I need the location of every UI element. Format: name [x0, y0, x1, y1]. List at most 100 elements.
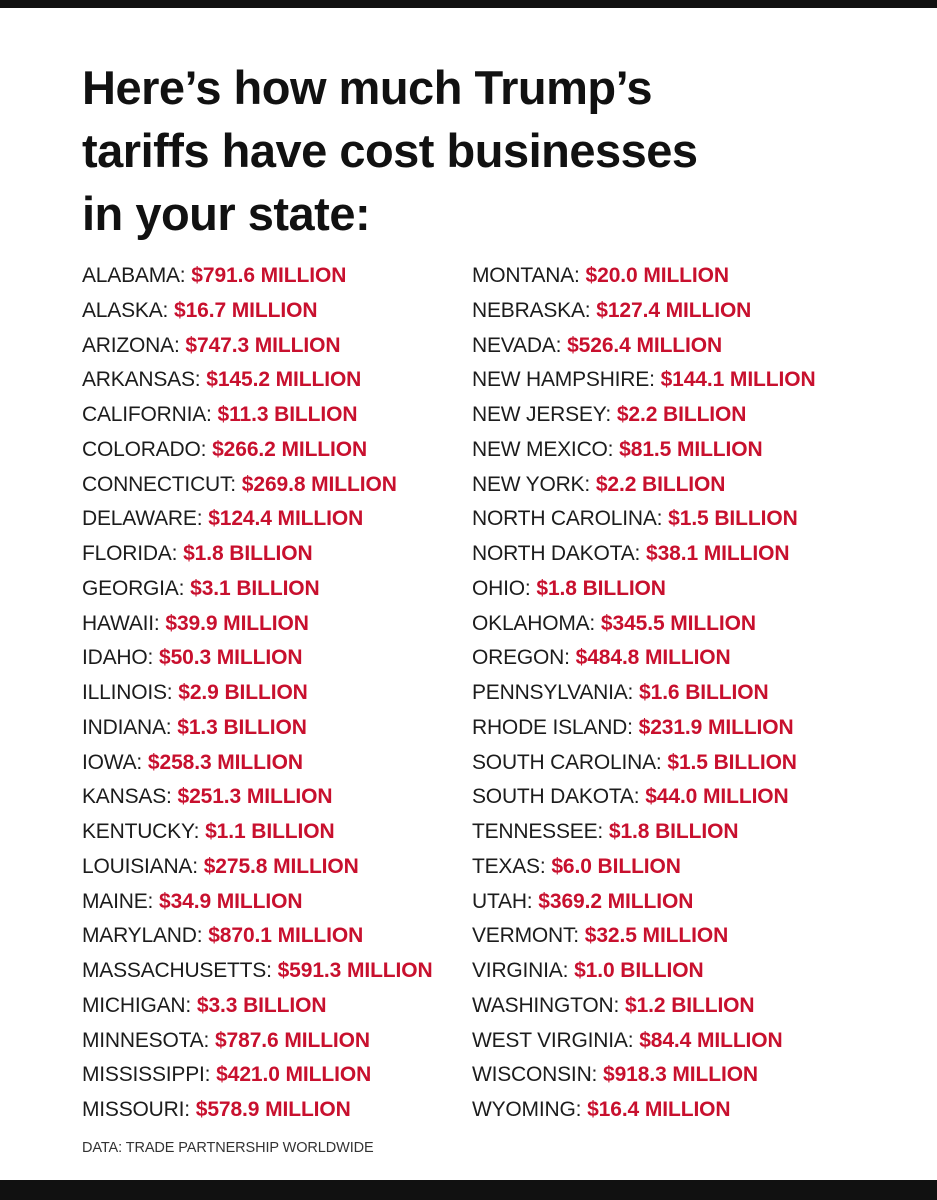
- state-row: KANSAS: $251.3 MILLION: [82, 780, 433, 815]
- state-row: MAINE: $34.9 MILLION: [82, 885, 433, 920]
- state-name: SOUTH CAROLINA:: [472, 750, 662, 774]
- tariff-cost-amount: $1.3 BILLION: [177, 715, 307, 739]
- state-name: VIRGINIA:: [472, 959, 569, 982]
- state-row: ARKANSAS: $145.2 MILLION: [82, 363, 433, 398]
- tariff-cost-amount: $32.5 MILLION: [584, 924, 729, 948]
- tariff-cost-amount: $124.4 MILLION: [208, 507, 364, 531]
- state-name: IDAHO:: [82, 646, 154, 670]
- top-border-bar: [0, 0, 937, 8]
- tariff-cost-amount: $1.2 BILLION: [624, 993, 755, 1017]
- data-source-credit: DATA: TRADE PARTNERSHIP WORLDWIDE: [82, 1140, 374, 1156]
- tariff-cost-amount: $275.8 MILLION: [203, 854, 359, 878]
- state-row: NORTH DAKOTA: $38.1 MILLION: [472, 537, 816, 572]
- tariff-cost-amount: $38.1 MILLION: [645, 542, 790, 565]
- state-row: COLORADO: $266.2 MILLION: [82, 433, 433, 468]
- tariff-cost-amount: $50.3 MILLION: [159, 646, 303, 670]
- tariff-cost-amount: $591.3 MILLION: [277, 959, 433, 982]
- tariff-cost-amount: $6.0 BILLION: [551, 854, 681, 878]
- headline: Here’s how much Trump’s tariffs have cos…: [82, 56, 882, 245]
- state-row: MISSOURI: $578.9 MILLION: [82, 1093, 433, 1128]
- state-name: TENNESSEE:: [472, 820, 604, 843]
- state-name: PENNSYLVANIA:: [472, 681, 634, 704]
- tariff-cost-amount: $526.4 MILLION: [567, 333, 723, 357]
- state-row: WASHINGTON: $1.2 BILLION: [472, 989, 816, 1024]
- state-name: SOUTH DAKOTA:: [472, 785, 640, 809]
- state-row: FLORIDA: $1.8 BILLION: [82, 537, 433, 572]
- state-row: MICHIGAN: $3.3 BILLION: [82, 989, 433, 1024]
- state-row: MISSISSIPPI: $421.0 MILLION: [82, 1058, 433, 1093]
- state-name: IOWA:: [82, 750, 143, 774]
- state-name: ILLINOIS:: [82, 681, 173, 704]
- tariff-cost-amount: $747.3 MILLION: [185, 333, 341, 357]
- state-name: NEW HAMPSHIRE:: [472, 368, 655, 392]
- state-name: ARIZONA:: [82, 333, 180, 357]
- state-row: MONTANA: $20.0 MILLION: [472, 259, 816, 294]
- tariff-cost-amount: $84.4 MILLION: [639, 1028, 783, 1052]
- tariff-cost-amount: $1.8 BILLION: [536, 576, 666, 600]
- state-name: KENTUCKY:: [82, 820, 200, 843]
- tariff-cost-amount: $2.9 BILLION: [178, 681, 308, 704]
- headline-line-1: Here’s how much Trump’s: [82, 61, 653, 114]
- state-name: MASSACHUSETTS:: [82, 959, 272, 982]
- state-row: DELAWARE: $124.4 MILLION: [82, 502, 433, 537]
- tariff-cost-amount: $251.3 MILLION: [177, 785, 333, 809]
- state-name: COLORADO:: [82, 437, 207, 461]
- state-name: RHODE ISLAND:: [472, 715, 633, 739]
- state-row: SOUTH DAKOTA: $44.0 MILLION: [472, 780, 816, 815]
- tariff-cost-amount: $2.2 BILLION: [616, 403, 747, 426]
- tariff-cost-amount: $20.0 MILLION: [585, 264, 730, 287]
- state-row: MASSACHUSETTS: $591.3 MILLION: [82, 954, 433, 989]
- tariff-cost-amount: $2.2 BILLION: [595, 472, 726, 496]
- states-list-right: MONTANA: $20.0 MILLION NEBRASKA: $127.4 M…: [472, 259, 816, 1128]
- state-name: UTAH:: [472, 889, 533, 913]
- state-name: OKLAHOMA:: [472, 611, 596, 635]
- state-row: OKLAHOMA: $345.5 MILLION: [472, 607, 816, 642]
- state-name: OHIO:: [472, 576, 531, 600]
- tariff-cost-amount: $484.8 MILLION: [575, 646, 731, 670]
- state-row: PENNSYLVANIA: $1.6 BILLION: [472, 676, 816, 711]
- state-row: INDIANA: $1.3 BILLION: [82, 711, 433, 746]
- state-row: SOUTH CAROLINA: $1.5 BILLION: [472, 746, 816, 781]
- state-row: NEW YORK: $2.2 BILLION: [472, 468, 816, 503]
- tariff-cost-amount: $16.4 MILLION: [587, 1098, 731, 1121]
- state-row: NEBRASKA: $127.4 MILLION: [472, 294, 816, 329]
- state-row: NEVADA: $526.4 MILLION: [472, 329, 816, 364]
- tariff-cost-amount: $11.3 BILLION: [217, 403, 358, 426]
- tariff-cost-amount: $145.2 MILLION: [206, 368, 362, 392]
- tariff-cost-amount: $1.5 BILLION: [668, 507, 798, 531]
- state-name: OREGON:: [472, 646, 570, 670]
- state-name: WYOMING:: [472, 1098, 582, 1121]
- state-name: MARYLAND:: [82, 924, 203, 948]
- state-name: WASHINGTON:: [472, 993, 620, 1017]
- state-row: IDAHO: $50.3 MILLION: [82, 641, 433, 676]
- state-name: NEW MEXICO:: [472, 437, 614, 461]
- tariff-cost-amount: $787.6 MILLION: [214, 1028, 370, 1052]
- state-row: WISCONSIN: $918.3 MILLION: [472, 1058, 816, 1093]
- state-row: TENNESSEE: $1.8 BILLION: [472, 815, 816, 850]
- tariff-cost-amount: $3.3 BILLION: [196, 993, 327, 1017]
- state-row: MINNESOTA: $787.6 MILLION: [82, 1024, 433, 1059]
- state-name: NEBRASKA:: [472, 298, 591, 322]
- state-name: MISSISSIPPI:: [82, 1063, 211, 1087]
- state-row: RHODE ISLAND: $231.9 MILLION: [472, 711, 816, 746]
- state-name: MINNESOTA:: [82, 1028, 210, 1052]
- state-name: MICHIGAN:: [82, 993, 192, 1017]
- tariff-cost-amount: $1.1 BILLION: [205, 820, 335, 843]
- tariff-cost-amount: $1.0 BILLION: [574, 959, 704, 982]
- headline-line-2: tariffs have cost businesses: [82, 124, 698, 177]
- state-row: OREGON: $484.8 MILLION: [472, 641, 816, 676]
- tariff-cost-amount: $918.3 MILLION: [603, 1063, 758, 1087]
- state-name: KANSAS:: [82, 785, 172, 809]
- state-row: NORTH CAROLINA: $1.5 BILLION: [472, 502, 816, 537]
- tariff-cost-amount: $144.1 MILLION: [660, 368, 816, 392]
- tariff-cost-amount: $791.6 MILLION: [191, 264, 347, 287]
- tariff-cost-amount: $39.9 MILLION: [165, 611, 309, 635]
- tariff-cost-amount: $231.9 MILLION: [638, 715, 794, 739]
- state-row: VIRGINIA: $1.0 BILLION: [472, 954, 816, 989]
- state-name: CALIFORNIA:: [82, 403, 212, 426]
- state-name: VERMONT:: [472, 924, 579, 948]
- state-row: ARIZONA: $747.3 MILLION: [82, 329, 433, 364]
- state-row: ALABAMA: $791.6 MILLION: [82, 259, 433, 294]
- state-name: NEW YORK:: [472, 472, 590, 496]
- tariff-cost-amount: $34.9 MILLION: [159, 889, 303, 913]
